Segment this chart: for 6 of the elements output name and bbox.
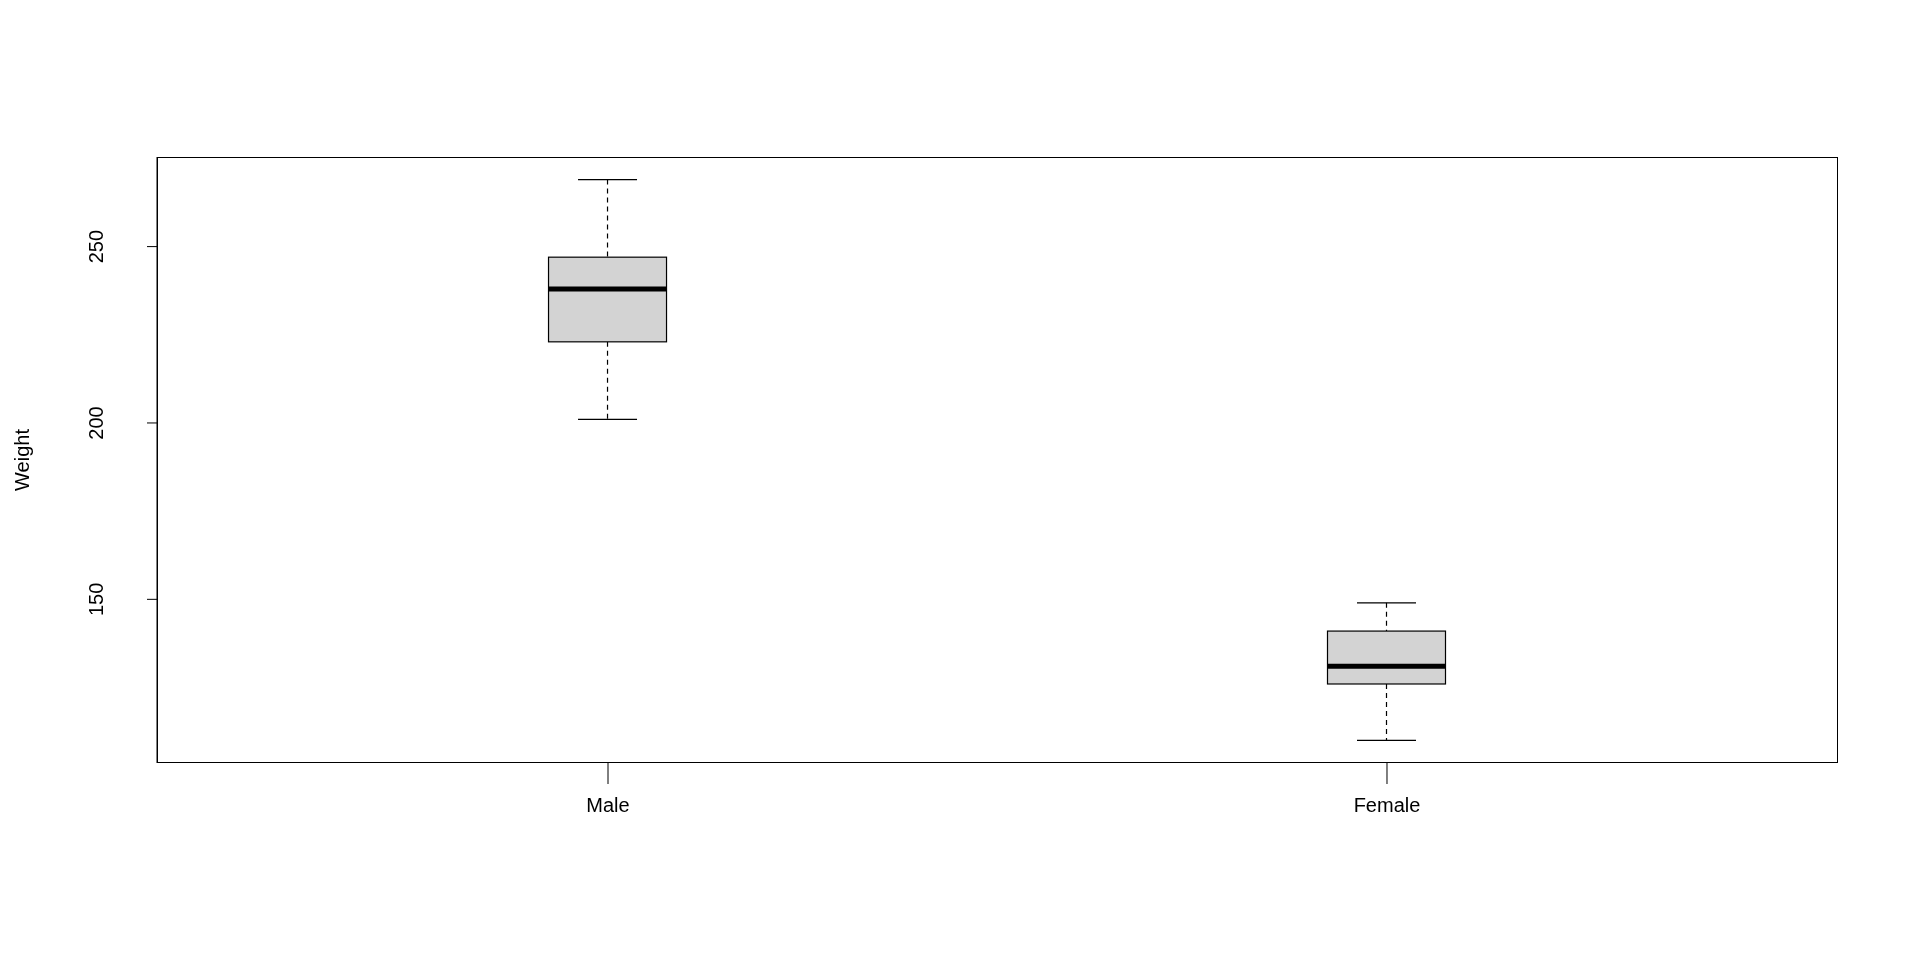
x-tick-label: Female — [1353, 794, 1421, 817]
y-axis-title: Weight — [11, 428, 33, 491]
y-tick-label: 150 — [85, 582, 107, 617]
y-tick-label: 200 — [85, 406, 107, 440]
x-tick-label: Male — [586, 794, 630, 817]
y-tick-label: 250 — [85, 229, 107, 264]
